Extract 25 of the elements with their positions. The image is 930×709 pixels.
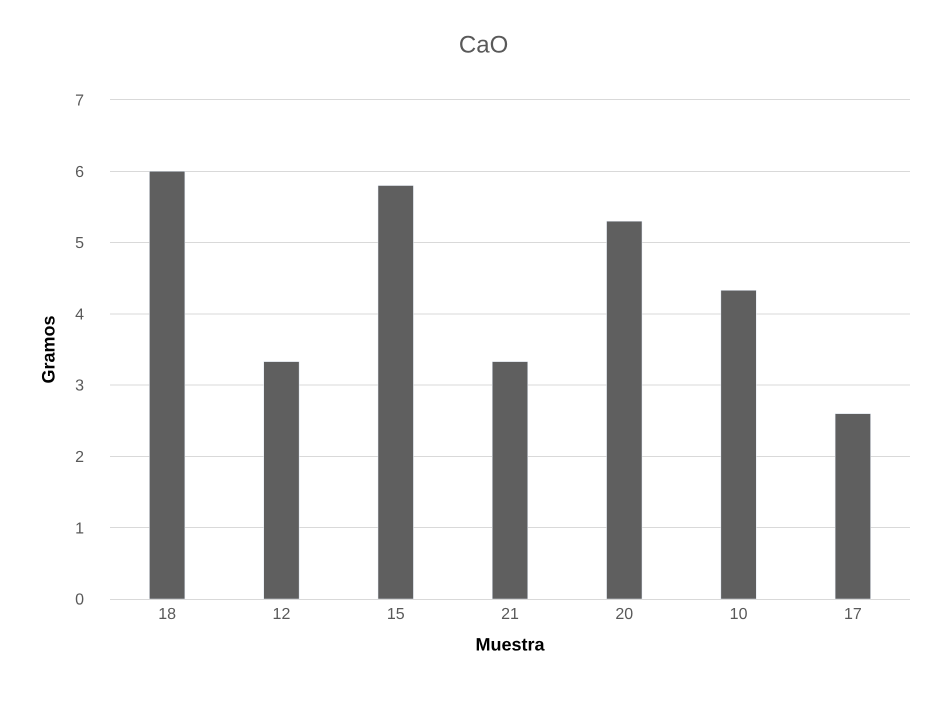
y-tick-label: 2 [75, 449, 84, 466]
x-tick-label: 17 [844, 606, 862, 624]
y-tick-label: 6 [75, 164, 84, 181]
y-tick-label: 3 [75, 378, 84, 395]
bar [720, 290, 757, 599]
bar [149, 171, 186, 599]
bar [378, 185, 414, 599]
x-tick-label: 18 [158, 606, 176, 624]
x-tick-label: 15 [386, 606, 405, 624]
x-tick-label: 10 [730, 606, 748, 624]
y-tick-label: 4 [75, 306, 84, 324]
x-tick-label: 21 [501, 606, 519, 624]
bar [606, 220, 642, 599]
x-tick-label: 12 [272, 606, 290, 624]
bar [834, 413, 871, 599]
chart-title: CaO [458, 31, 508, 58]
y-tick-label: 7 [75, 92, 84, 110]
x-tick-label: 20 [615, 606, 634, 624]
y-tick-label: 1 [75, 520, 84, 538]
bar [492, 361, 528, 599]
x-axis-title: Muestra [475, 634, 546, 654]
bar [263, 361, 300, 599]
y-axis-title: Gramos [38, 315, 58, 384]
y-tick-label: 0 [75, 592, 84, 609]
y-tick-label: 5 [75, 235, 84, 252]
